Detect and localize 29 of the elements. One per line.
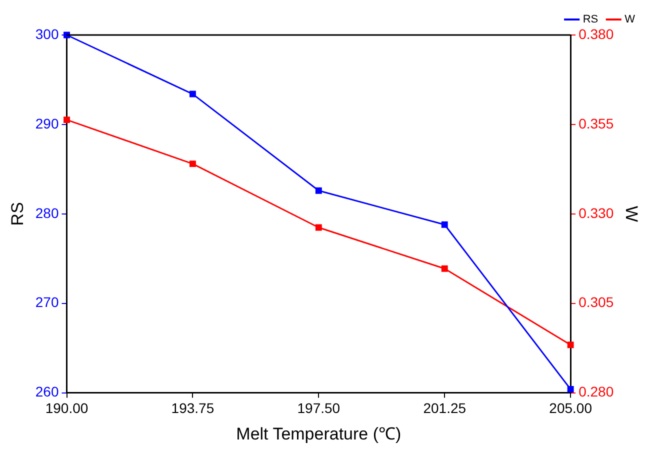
point xyxy=(315,187,322,194)
point xyxy=(189,90,196,98)
x-axis-title: Melt Temperature (℃) xyxy=(236,424,402,444)
y-tick-label: 300 xyxy=(35,26,59,42)
point xyxy=(315,224,322,231)
y2-tick-label: 0.380 xyxy=(578,26,614,42)
y2-tick-label: 0.280 xyxy=(578,384,614,400)
x-tick-label: 190.00 xyxy=(45,400,88,416)
y-tick-label: 280 xyxy=(35,204,59,221)
legend-label: RS xyxy=(582,14,598,26)
y-tick-label: 270 xyxy=(35,294,59,310)
y-tick-label: 290 xyxy=(35,115,59,132)
x-tick-label: 201.25 xyxy=(423,400,466,416)
y-tick-label: 260 xyxy=(35,384,59,400)
x-tick-label: 197.50 xyxy=(297,400,340,416)
y2-tick-label: 0.330 xyxy=(578,204,614,221)
y2-tick-label: 0.305 xyxy=(578,294,614,310)
point xyxy=(567,342,574,348)
y2-tick-label: 0.355 xyxy=(578,115,614,132)
y2-axis-title: W xyxy=(622,206,642,222)
point xyxy=(189,160,196,168)
legend-label: W xyxy=(624,14,636,26)
y-axis-title: RS xyxy=(8,202,27,226)
point xyxy=(441,221,448,228)
point xyxy=(64,116,70,124)
x-tick-label: 205.00 xyxy=(549,400,592,416)
point xyxy=(567,386,574,392)
point xyxy=(441,265,448,272)
x-tick-label: 193.75 xyxy=(171,400,214,416)
